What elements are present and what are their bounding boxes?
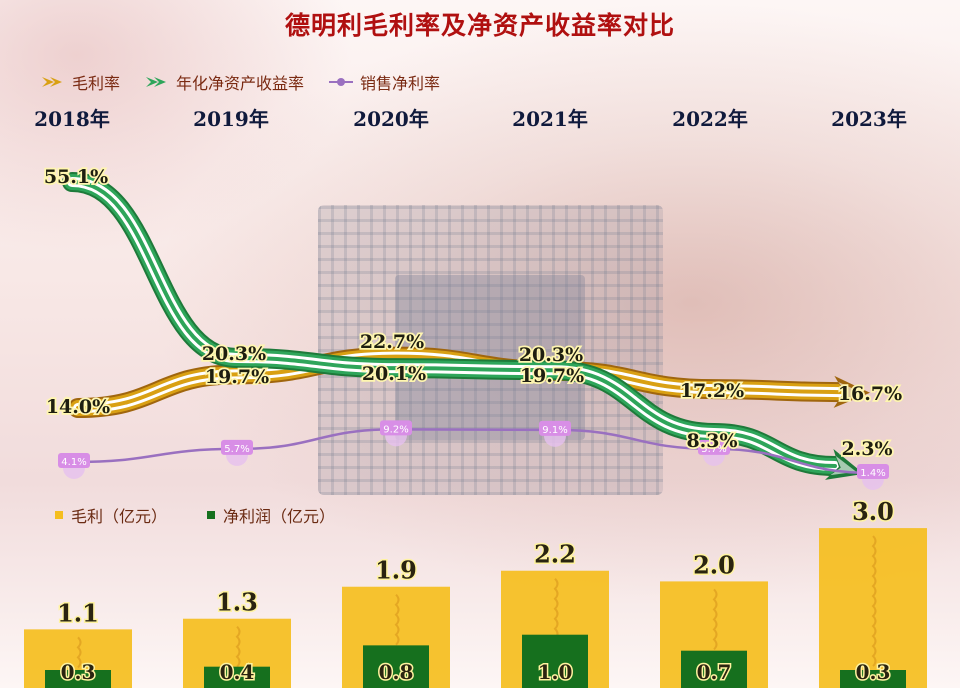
- net-profit-bar: [204, 666, 270, 688]
- gross-profit-data-label: 1.3: [216, 588, 258, 617]
- gross-margin-data-label: 20.3%: [519, 344, 583, 366]
- gross-profit-swatch-icon: [55, 511, 63, 519]
- gross-profit-data-label: 2.2: [534, 540, 576, 569]
- net-profit-bar: [363, 645, 429, 688]
- net-margin-label-bg: [221, 439, 253, 455]
- bar-wave-decoration: [394, 594, 400, 646]
- net-margin-data-label: 1.4%: [860, 468, 885, 479]
- bar-wave-decoration: [553, 578, 559, 640]
- net-margin-data-label: 9.1%: [542, 425, 567, 436]
- year-label-2018: 2018年: [34, 107, 110, 131]
- net-profit-data-label: 0.8: [379, 660, 414, 684]
- net-margin-data-label: 5.7%: [224, 444, 249, 455]
- legend-gross-margin: 毛利率: [40, 70, 120, 94]
- net-margin-label-bg: [857, 464, 889, 479]
- net-profit-bar: [522, 634, 588, 688]
- net-margin-label-bg: [58, 453, 90, 468]
- year-label-2019: 2019年: [193, 107, 269, 131]
- bar-legend: 毛利（亿元） 净利润（亿元）: [55, 503, 335, 527]
- bar-wave-decoration: [235, 626, 241, 668]
- net-margin-data-label: 4.1%: [61, 457, 86, 468]
- net-profit-data-label: 0.3: [856, 660, 891, 684]
- net-profit-data-label: 0.4: [220, 660, 255, 684]
- orange-arrow-icon: [42, 77, 62, 87]
- roe-data-label: 20.1%: [362, 363, 426, 385]
- legend-net-profit-label: 净利润（亿元）: [223, 507, 336, 526]
- gross-profit-data-label: 2.0: [693, 550, 735, 579]
- legend-net-margin-label: 销售净利率: [360, 74, 441, 93]
- roe-data-label: 2.3%: [841, 438, 892, 460]
- year-label-2021: 2021年: [512, 107, 588, 131]
- year-label-2023: 2023年: [831, 107, 907, 131]
- gross-margin-data-label: 19.7%: [205, 366, 269, 388]
- bar-wave-decoration: [871, 535, 877, 667]
- line-legend: 毛利率 年化净资产收益率 销售净利率: [40, 70, 440, 94]
- net-profit-swatch-icon: [207, 511, 216, 519]
- purple-line-dot-icon: [329, 78, 354, 86]
- net-margin-data-label: 9.2%: [383, 424, 408, 435]
- net-profit-bar: [45, 670, 111, 688]
- gross-margin-data-label: 14.0%: [46, 396, 110, 418]
- bar-wave-decoration: [712, 588, 718, 651]
- net-margin-label-bg: [698, 439, 730, 455]
- legend-gross-margin-label: 毛利率: [72, 74, 121, 93]
- bar-wave-decoration: [76, 636, 82, 669]
- gross-profit-data-label: 1.9: [375, 556, 417, 585]
- legend-roe-label: 年化净资产收益率: [176, 74, 305, 93]
- net-margin-data-label: 5.7%: [701, 444, 726, 455]
- net-profit-data-label: 0.7: [697, 660, 732, 684]
- roe-data-label: 55.1%: [44, 166, 108, 188]
- legend-gross-profit-label: 毛利（亿元）: [71, 507, 168, 526]
- roe-data-label: 20.3%: [202, 343, 266, 365]
- net-profit-bar: [840, 670, 906, 688]
- net-profit-data-label: 0.3: [61, 660, 96, 684]
- year-label-2022: 2022年: [672, 107, 748, 131]
- green-arrow-icon: [146, 77, 167, 87]
- gross-margin-line-arrowhead-icon: [833, 375, 870, 408]
- gross-profit-data-label: 1.1: [57, 598, 99, 627]
- roe-data-label: 19.7%: [520, 365, 584, 387]
- legend-net-profit: 净利润（亿元）: [207, 503, 335, 527]
- gross-margin-data-label: 16.7%: [838, 383, 902, 405]
- legend-net-margin: 销售净利率: [328, 70, 440, 94]
- legend-roe: 年化净资产收益率: [144, 70, 304, 94]
- roe-line-stripe-center: [70, 180, 837, 468]
- net-margin-line: [73, 428, 874, 475]
- gross-margin-data-label: 22.7%: [360, 331, 424, 353]
- legend-gross-profit: 毛利（亿元）: [55, 503, 167, 527]
- gross-profit-data-label: 3.0: [852, 497, 894, 526]
- roe-data-label: 8.3%: [686, 430, 737, 452]
- net-profit-data-label: 1.0: [538, 660, 573, 684]
- net-margin-label-bg: [380, 420, 412, 436]
- net-margin-label-bg: [539, 420, 571, 436]
- net-profit-bar: [681, 650, 747, 688]
- year-label-2020: 2020年: [353, 107, 429, 131]
- gross-margin-data-label: 17.2%: [680, 380, 744, 402]
- chart-title: 德明利毛利率及净资产收益率对比: [284, 11, 675, 40]
